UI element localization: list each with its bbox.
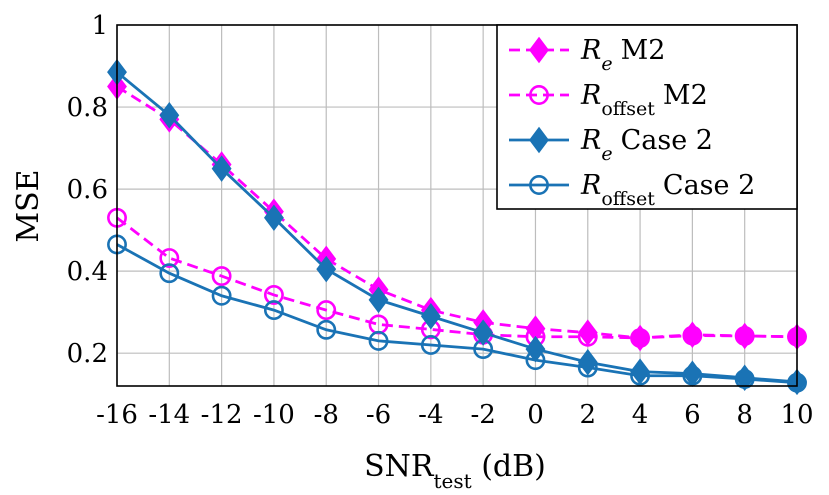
diamond-marker: [368, 286, 389, 314]
y-tick-label: 0.6: [67, 175, 108, 205]
x-tick-label: 8: [736, 400, 753, 430]
diamond-marker: [473, 319, 494, 346]
x-tick-label: 4: [632, 400, 649, 430]
circle-marker: [682, 365, 703, 386]
legend: Re M2 Roffset M2 Re Case 2 Roffset Case 2: [496, 24, 798, 210]
diamond-marker: [529, 36, 549, 64]
x-tick-label: -6: [366, 400, 391, 430]
legend-symbol: R: [580, 170, 601, 201]
diamond-marker: [159, 102, 180, 129]
legend-item: Re Case 2: [509, 125, 713, 165]
circle-marker: [734, 369, 755, 389]
y-tick-label: 0.8: [67, 93, 108, 123]
circle-marker: [263, 284, 284, 305]
x-tick-label: -16: [96, 400, 138, 430]
legend-box: [496, 24, 798, 210]
circle-marker: [630, 328, 651, 348]
legend-subscript: offset: [601, 188, 655, 210]
circle-marker: [473, 339, 494, 360]
legend-subscript: e: [601, 53, 612, 75]
legend-symbol: R: [580, 80, 601, 111]
circle-marker: [159, 263, 180, 284]
legend-symbol: R: [580, 125, 601, 156]
circle-marker: [263, 300, 284, 321]
legend-label: Roffset Case 2: [580, 170, 755, 210]
circle-marker: [316, 319, 337, 340]
circle-marker: [420, 335, 441, 355]
circle-marker: [368, 330, 389, 351]
x-tick-label: 6: [684, 400, 701, 430]
legend-label: Re Case 2: [580, 125, 713, 165]
series-1: [107, 207, 807, 348]
y-axis-title: MSE: [11, 169, 46, 242]
tick-labels: -16 -14 -12 -10 -8 -6 -4 -2 0 2 4 6 8 10 0.2 0.4 0.6 0.8 1: [67, 11, 814, 430]
series-line: [116, 85, 798, 340]
circle-marker: [577, 357, 598, 378]
circle-marker: [529, 175, 549, 195]
x-tick-label: -4: [418, 400, 443, 430]
legend-suffix: Case 2: [663, 170, 755, 201]
diamond-marker: [211, 155, 232, 182]
y-tick-label: 0.2: [67, 339, 108, 369]
legend-suffix: M2: [663, 80, 708, 111]
series-line: [116, 243, 798, 385]
legend-symbol: R: [580, 35, 601, 66]
legend-item: Roffset Case 2: [509, 170, 755, 210]
legend-suffix: Case 2: [621, 125, 713, 156]
legend-subscript: e: [601, 143, 612, 165]
circle-marker: [630, 365, 651, 386]
x-axis-title: SNRtest (dB): [364, 449, 546, 493]
circle-marker: [529, 85, 549, 105]
series-2: [107, 58, 807, 396]
diamond-marker: [316, 255, 337, 283]
x-tick-label: -2: [470, 400, 495, 430]
series-line: [116, 216, 798, 340]
circle-marker: [734, 326, 755, 346]
x-tick-label: -10: [253, 400, 295, 430]
legend-item: Re M2: [509, 35, 665, 75]
x-tick-label: -14: [148, 400, 190, 430]
x-tick-label: 2: [579, 400, 596, 430]
series-3: [107, 234, 807, 393]
diamond-marker: [420, 303, 441, 330]
legend-label: Roffset M2: [580, 80, 708, 120]
y-tick-label: 0.4: [67, 257, 108, 287]
circle-marker: [525, 350, 546, 371]
circle-marker: [211, 266, 232, 286]
circle-marker: [577, 326, 598, 347]
x-tick-label: -12: [201, 400, 243, 430]
x-tick-label: 10: [780, 400, 813, 430]
legend-suffix: M2: [621, 35, 666, 66]
circle-marker: [159, 248, 180, 268]
diamond-marker: [263, 204, 284, 232]
circle-marker: [211, 285, 232, 306]
diamond-marker: [529, 126, 549, 154]
x-tick-label: 0: [527, 400, 544, 430]
legend-item: Roffset M2: [509, 80, 708, 120]
circle-marker: [682, 325, 703, 346]
x-tick-label: -8: [314, 400, 339, 430]
legend-label: Re M2: [580, 35, 665, 75]
circle-marker: [316, 300, 337, 321]
y-tick-label: 1: [91, 11, 108, 41]
legend-subscript: offset: [601, 98, 655, 120]
